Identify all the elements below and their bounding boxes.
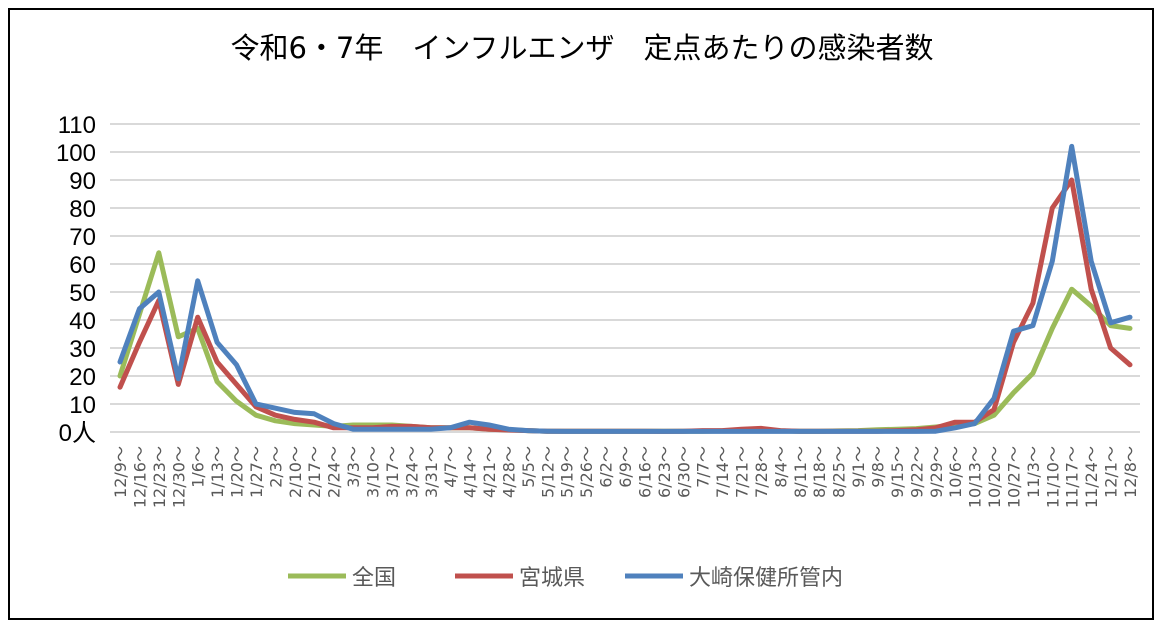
x-tick-label: 10/6～ bbox=[946, 446, 965, 498]
x-tick-label: 11/10～ bbox=[1043, 446, 1062, 508]
x-tick-label: 4/21～ bbox=[480, 446, 499, 498]
x-tick-label: 11/3～ bbox=[1024, 446, 1043, 498]
x-tick-label: 6/23～ bbox=[655, 446, 674, 498]
x-tick-label: 8/4～ bbox=[771, 446, 790, 488]
x-tick-label: 4/28～ bbox=[499, 446, 518, 498]
chart-title: 令和6・7年 インフルエンザ 定点あたりの感染者数 bbox=[230, 31, 933, 65]
y-tick-label: 70 bbox=[69, 224, 96, 251]
series-line bbox=[117, 143, 1133, 434]
x-tick-label: 3/3～ bbox=[344, 446, 363, 488]
y-tick-label: 100 bbox=[56, 140, 96, 167]
x-tick-label: 9/15～ bbox=[888, 446, 907, 498]
x-tick-label: 7/14～ bbox=[713, 446, 732, 498]
x-tick-label: 12/9～ bbox=[111, 446, 130, 498]
y-tick-label: 30 bbox=[69, 336, 96, 363]
x-tick-label: 3/10～ bbox=[364, 446, 383, 498]
x-tick-label: 12/30～ bbox=[169, 446, 188, 508]
x-tick-label: 11/17～ bbox=[1063, 446, 1082, 508]
y-tick-label: 60 bbox=[69, 252, 96, 279]
x-tick-label: 2/3～ bbox=[266, 446, 285, 488]
chart-frame bbox=[8, 8, 1154, 620]
x-tick-label: 1/27～ bbox=[247, 446, 266, 498]
y-tick-label: 50 bbox=[69, 280, 96, 307]
x-tick-label: 1/13～ bbox=[208, 446, 227, 498]
x-tick-label: 11/24～ bbox=[1082, 446, 1101, 508]
x-tick-label: 6/2～ bbox=[597, 446, 616, 488]
x-tick-label: 10/20～ bbox=[985, 446, 1004, 508]
x-tick-label: 9/29～ bbox=[927, 446, 946, 498]
x-tick-label: 10/27～ bbox=[1004, 446, 1023, 508]
x-tick-label: 5/12～ bbox=[538, 446, 557, 498]
x-tick-label: 8/11～ bbox=[791, 446, 810, 498]
x-tick-label: 6/30～ bbox=[674, 446, 693, 498]
y-tick-label: 90 bbox=[69, 168, 96, 195]
x-tick-label: 12/8～ bbox=[1121, 446, 1140, 498]
x-tick-label: 5/5～ bbox=[519, 446, 538, 488]
x-tick-label: 9/8～ bbox=[869, 446, 888, 488]
x-tick-label: 7/28～ bbox=[752, 446, 771, 498]
y-tick-label: 20 bbox=[69, 364, 96, 391]
x-tick-label: 2/24～ bbox=[325, 446, 344, 498]
y-tick-label: 40 bbox=[69, 308, 96, 335]
x-tick-label: 9/22～ bbox=[907, 446, 926, 498]
legend-label: 宮城県 bbox=[519, 566, 585, 591]
x-tick-label: 3/17～ bbox=[383, 446, 402, 498]
x-tick-label: 2/17～ bbox=[305, 446, 324, 498]
x-tick-label: 12/23～ bbox=[150, 446, 169, 508]
x-tick-label: 4/14～ bbox=[461, 446, 480, 498]
x-tick-label: 1/20～ bbox=[228, 446, 247, 498]
x-tick-label: 8/25～ bbox=[830, 446, 849, 498]
x-tick-label: 7/21～ bbox=[733, 446, 752, 498]
x-tick-label: 5/26～ bbox=[577, 446, 596, 498]
y-tick-label: 80 bbox=[69, 196, 96, 223]
x-tick-label: 3/24～ bbox=[402, 446, 421, 498]
y-tick-label: 110 bbox=[58, 112, 96, 139]
y-tick-label: 10 bbox=[69, 392, 96, 419]
x-tick-label: 2/10～ bbox=[286, 446, 305, 498]
x-tick-label: 3/31～ bbox=[422, 446, 441, 498]
x-tick-label: 9/1～ bbox=[849, 446, 868, 488]
x-tick-label: 12/1～ bbox=[1102, 446, 1121, 498]
x-tick-label: 12/16～ bbox=[130, 446, 149, 508]
x-tick-label: 5/19～ bbox=[558, 446, 577, 498]
legend-label: 全国 bbox=[352, 566, 396, 591]
x-tick-label: 7/7～ bbox=[694, 446, 713, 488]
x-tick-label: 6/9～ bbox=[616, 446, 635, 488]
x-tick-label: 8/18～ bbox=[810, 446, 829, 498]
series-line bbox=[117, 177, 1133, 434]
legend-label: 大崎保健所管内 bbox=[689, 566, 843, 591]
x-tick-label: 6/16～ bbox=[635, 446, 654, 498]
y-tick-label: 0人 bbox=[59, 420, 96, 447]
x-tick-label: 1/6～ bbox=[189, 446, 208, 488]
x-tick-label: 4/7～ bbox=[441, 446, 460, 488]
x-tick-label: 10/13～ bbox=[966, 446, 985, 508]
